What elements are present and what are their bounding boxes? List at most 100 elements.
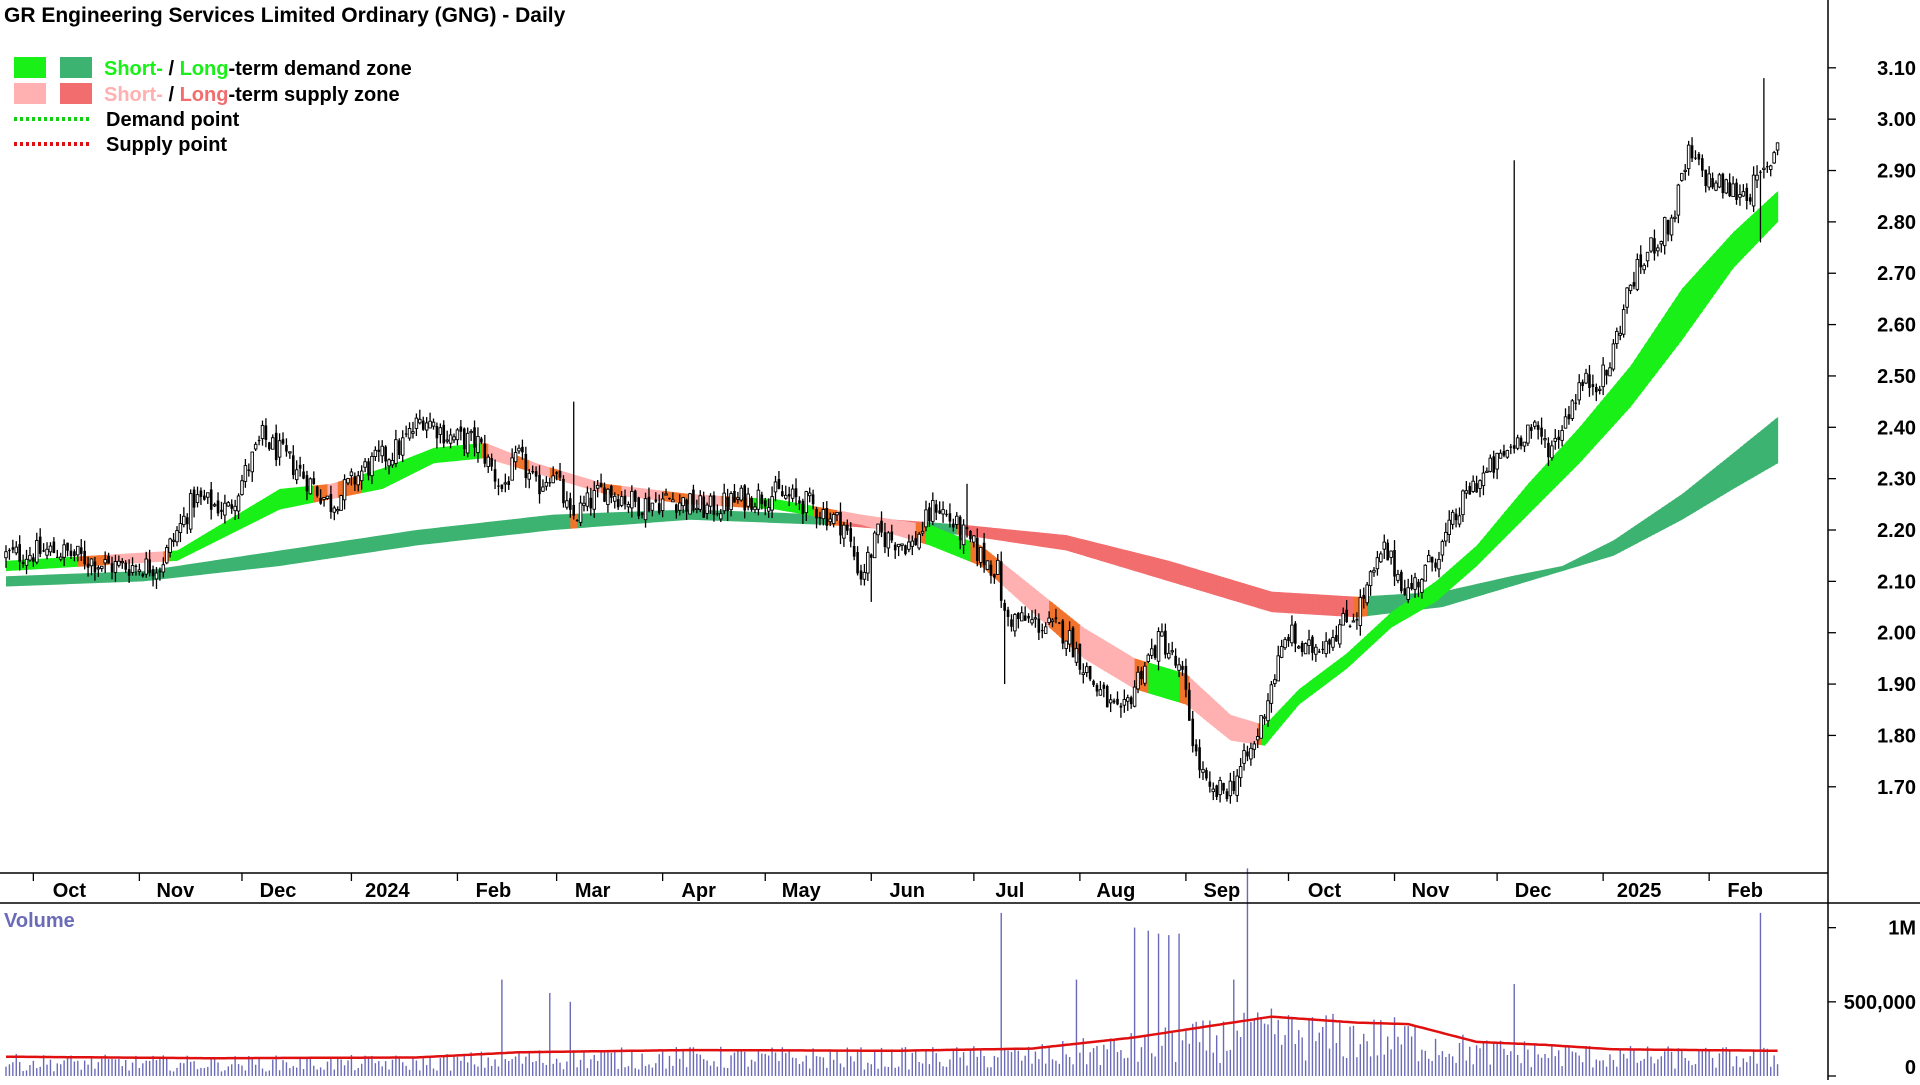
candle-body: [250, 451, 254, 473]
candle-body: [1174, 655, 1177, 666]
short-term-zone-segment: [1664, 309, 1669, 363]
candle-body: [1255, 736, 1260, 741]
long-term-zone-segment: [105, 572, 110, 583]
candle-body: [185, 517, 189, 525]
candle-body: [1307, 639, 1311, 646]
short-term-zone-segment: [1367, 631, 1372, 650]
candle-body: [380, 445, 384, 457]
candle-body: [161, 564, 166, 573]
short-term-zone-segment: [1661, 314, 1666, 367]
short-term-zone-segment: [395, 461, 400, 483]
candle-body: [452, 436, 456, 441]
candle-body: [572, 505, 576, 516]
long-term-zone-segment: [115, 571, 120, 583]
short-term-zone-segment: [1110, 644, 1115, 677]
short-term-zone-segment: [1421, 588, 1426, 610]
short-term-zone-segment: [854, 513, 859, 525]
long-term-zone-segment: [23, 575, 28, 586]
candle-body: [1464, 490, 1469, 494]
short-term-zone-segment: [289, 487, 294, 508]
long-term-zone-segment: [1551, 567, 1556, 575]
long-term-zone-segment: [488, 521, 493, 538]
candle-body: [377, 449, 381, 452]
short-term-zone-segment: [1035, 589, 1040, 619]
candle-body: [1164, 630, 1167, 655]
long-term-zone-segment: [775, 512, 780, 524]
candle-body: [613, 495, 617, 502]
long-term-zone-segment: [395, 532, 400, 549]
candle-body: [726, 496, 729, 512]
candle-body: [1505, 450, 1510, 458]
candle-body: [1396, 573, 1400, 581]
candle-body: [8, 549, 11, 552]
long-term-zone-segment: [1281, 592, 1286, 613]
long-term-zone-segment: [1729, 452, 1734, 491]
long-term-zone-segment: [1589, 550, 1594, 563]
long-term-zone-segment: [546, 514, 551, 531]
long-term-zone-segment: [1743, 441, 1748, 483]
long-term-zone-segment: [310, 545, 315, 562]
long-term-zone-segment: [1332, 595, 1337, 617]
candle-body: [643, 498, 648, 521]
short-term-zone-segment: [1582, 419, 1587, 460]
long-term-zone-segment: [1226, 578, 1231, 600]
candle-body: [555, 472, 558, 474]
candle-body: [291, 455, 295, 476]
long-term-zone-segment: [662, 510, 667, 522]
long-term-zone-segment: [1261, 588, 1266, 611]
long-term-zone-segment: [1705, 472, 1710, 506]
candle-body: [312, 478, 316, 485]
short-term-zone-segment: [1203, 689, 1208, 722]
short-term-zone-segment: [276, 488, 281, 512]
candle-body: [1238, 766, 1243, 779]
candle-body: [1222, 782, 1225, 791]
short-term-zone-segment: [1387, 612, 1392, 631]
short-term-zone-segment: [1305, 681, 1310, 700]
candle-body: [589, 497, 593, 509]
short-term-zone-segment: [1165, 667, 1170, 700]
price-tick-label: 3.10: [1877, 58, 1916, 80]
candle-body: [664, 493, 668, 496]
candle-body: [606, 488, 610, 505]
candle-body: [1532, 421, 1537, 427]
candle-body: [117, 560, 121, 566]
short-term-zone-segment: [214, 525, 219, 542]
long-term-zone-segment: [1616, 535, 1621, 554]
long-term-zone-segment: [300, 546, 305, 563]
candle-body: [1088, 665, 1092, 680]
candle-body: [247, 469, 251, 471]
price-tick-label: 2.10: [1877, 571, 1916, 593]
long-term-zone-segment: [412, 530, 417, 546]
volume-tick-label: 1M: [1888, 918, 1916, 940]
long-term-zone-segment: [81, 573, 86, 584]
short-term-zone-segment: [1568, 434, 1573, 474]
long-term-zone-segment: [1305, 593, 1310, 615]
long-term-zone-segment: [1014, 530, 1019, 544]
short-term-zone-segment: [1514, 496, 1519, 529]
long-term-zone-segment: [207, 560, 212, 575]
short-term-zone-segment: [1695, 269, 1700, 321]
candle-body: [668, 497, 671, 500]
long-term-zone-segment: [1736, 447, 1741, 487]
short-term-zone-segment: [1151, 663, 1156, 696]
candle-body: [490, 458, 493, 467]
long-term-zone-segment: [1155, 557, 1160, 579]
long-term-zone-segment: [1052, 533, 1057, 550]
candle-body: [1102, 684, 1106, 689]
candle-body: [746, 493, 750, 507]
long-term-zone-segment: [1083, 539, 1088, 557]
long-term-zone-segment: [522, 517, 527, 534]
short-term-zone-segment: [1438, 575, 1443, 599]
candle-body: [110, 563, 114, 573]
short-term-zone-segment: [1401, 602, 1406, 622]
candle-body: [1328, 639, 1331, 645]
short-term-zone-segment: [1011, 570, 1016, 597]
candle-body: [1457, 515, 1462, 525]
candle-body: [465, 432, 470, 454]
candle-body: [274, 432, 278, 461]
long-term-zone-segment: [1548, 568, 1553, 576]
candle-body: [1201, 768, 1205, 773]
short-term-zone-segment: [12, 560, 17, 571]
candle-body: [285, 445, 288, 452]
candle-body: [322, 497, 326, 500]
